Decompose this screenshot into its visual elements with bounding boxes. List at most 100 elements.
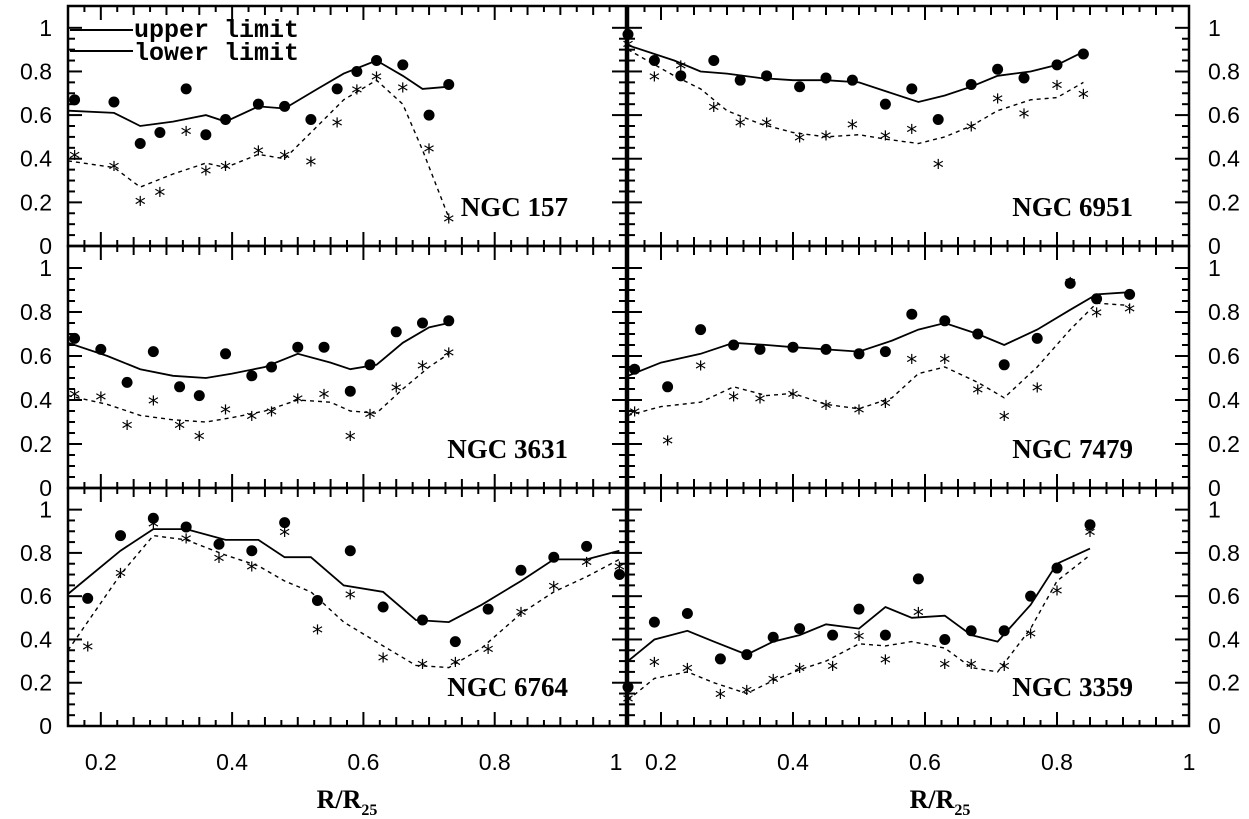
y-tick-label: 0.4 — [20, 387, 52, 413]
y-tick-label: 0.6 — [20, 583, 52, 609]
data-point-dot — [972, 328, 984, 340]
data-point-dot — [344, 385, 356, 397]
data-point-star: * — [852, 402, 865, 427]
data-point-dot — [675, 70, 687, 82]
data-point-star: * — [648, 69, 661, 94]
x-tick-label: 0.8 — [479, 749, 511, 775]
data-point-star: * — [998, 409, 1011, 434]
y-tick-label: 0.2 — [1208, 431, 1240, 457]
data-point-star: * — [416, 656, 429, 681]
data-point-star: * — [114, 566, 127, 591]
data-point-dot — [292, 341, 304, 353]
data-point-star: * — [767, 672, 780, 697]
data-point-star: * — [938, 656, 951, 681]
data-point-dot — [754, 343, 766, 355]
data-point-dot — [734, 74, 746, 86]
data-point-star: * — [219, 158, 232, 183]
data-point-star: * — [971, 382, 984, 407]
data-point-dot — [622, 681, 634, 693]
data-point-dot — [180, 521, 192, 533]
data-point-dot — [548, 551, 560, 563]
data-point-star: * — [621, 36, 634, 61]
data-point-star: * — [311, 622, 324, 647]
data-point-star: * — [344, 428, 357, 453]
data-point-star: * — [147, 516, 160, 541]
data-point-dot — [613, 569, 625, 581]
data-point-dot — [108, 96, 120, 108]
data-point-dot — [174, 381, 186, 393]
data-point-dot — [246, 370, 258, 382]
lower-limit-line — [67, 79, 450, 218]
data-point-dot — [761, 70, 773, 82]
data-point-dot — [147, 346, 159, 358]
data-point-dot — [622, 28, 634, 40]
data-point-star: * — [390, 380, 403, 405]
data-point-dot — [853, 603, 865, 615]
xlabel-main: R/R — [317, 785, 362, 814]
data-point-star: * — [120, 417, 133, 442]
x-tick-label: 1 — [610, 749, 623, 775]
y-tick-label: 0.2 — [20, 431, 52, 457]
data-point-star: * — [68, 148, 81, 173]
data-point-dot — [879, 629, 891, 641]
data-point-star: * — [68, 387, 81, 412]
lower-limit-line — [627, 302, 1130, 417]
data-point-star: * — [376, 650, 389, 675]
data-point-dot — [1124, 288, 1136, 300]
data-point-dot — [1025, 590, 1037, 602]
data-point-star: * — [965, 656, 978, 681]
lower-limit-line — [67, 353, 450, 423]
data-point-dot — [992, 63, 1004, 75]
data-point-dot — [331, 83, 343, 95]
y-tick-label: 0 — [1208, 713, 1221, 739]
xlabel-left: R/R25 — [317, 785, 378, 819]
data-point-star: * — [317, 387, 330, 412]
data-point-star: * — [938, 351, 951, 376]
xlabel-right: R/R25 — [910, 785, 971, 819]
data-point-dot — [794, 623, 806, 635]
data-point-dot — [714, 653, 726, 665]
data-point-star: * — [621, 691, 634, 716]
y-tick-label: 0.8 — [20, 299, 52, 325]
y-tick-label: 0 — [39, 713, 52, 739]
data-point-star: * — [694, 358, 707, 383]
data-point-star: * — [396, 80, 409, 105]
data-point-dot — [147, 512, 159, 524]
data-point-star: * — [81, 639, 94, 664]
data-point-star: * — [753, 391, 766, 416]
data-point-dot — [305, 113, 317, 125]
data-point-star: * — [1050, 78, 1063, 103]
data-point-dot — [154, 127, 166, 139]
data-point-star: * — [879, 652, 892, 677]
data-point-star: * — [760, 115, 773, 140]
y-tick-label: 0.6 — [20, 343, 52, 369]
data-point-star: * — [1090, 305, 1103, 330]
data-point-dot — [344, 545, 356, 557]
data-point-dot — [220, 113, 232, 125]
data-point-star: * — [580, 555, 593, 580]
data-point-dot — [708, 55, 720, 67]
data-point-dot — [581, 540, 593, 552]
data-point-dot — [741, 649, 753, 661]
data-point-dot — [220, 348, 232, 360]
data-point-star: * — [219, 402, 232, 427]
data-point-star: * — [819, 128, 832, 153]
panel-label: NGC 7479 — [1012, 434, 1133, 464]
data-point-star: * — [370, 69, 383, 94]
xlabel-subscript: 25 — [361, 802, 377, 819]
data-point-dot — [912, 573, 924, 585]
data-point-star: * — [1050, 583, 1063, 608]
y-tick-label: 0.4 — [20, 626, 52, 652]
y-tick-label: 0.2 — [20, 189, 52, 215]
data-point-star: * — [153, 185, 166, 210]
data-point-star: * — [180, 124, 193, 149]
data-point-star: * — [331, 115, 344, 140]
y-tick-label: 0 — [39, 233, 52, 259]
data-point-star: * — [734, 115, 747, 140]
x-tick-label: 0.6 — [347, 749, 379, 775]
x-tick-label: 1 — [1183, 749, 1196, 775]
data-point-dot — [377, 601, 389, 613]
y-tick-label: 1 — [1208, 497, 1221, 523]
data-point-star: * — [681, 661, 694, 686]
upper-limit-line — [627, 44, 1084, 103]
